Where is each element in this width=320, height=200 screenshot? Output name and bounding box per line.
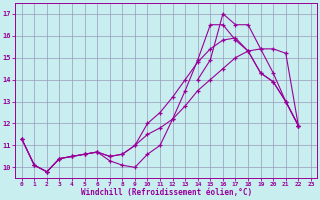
X-axis label: Windchill (Refroidissement éolien,°C): Windchill (Refroidissement éolien,°C) (81, 188, 252, 197)
